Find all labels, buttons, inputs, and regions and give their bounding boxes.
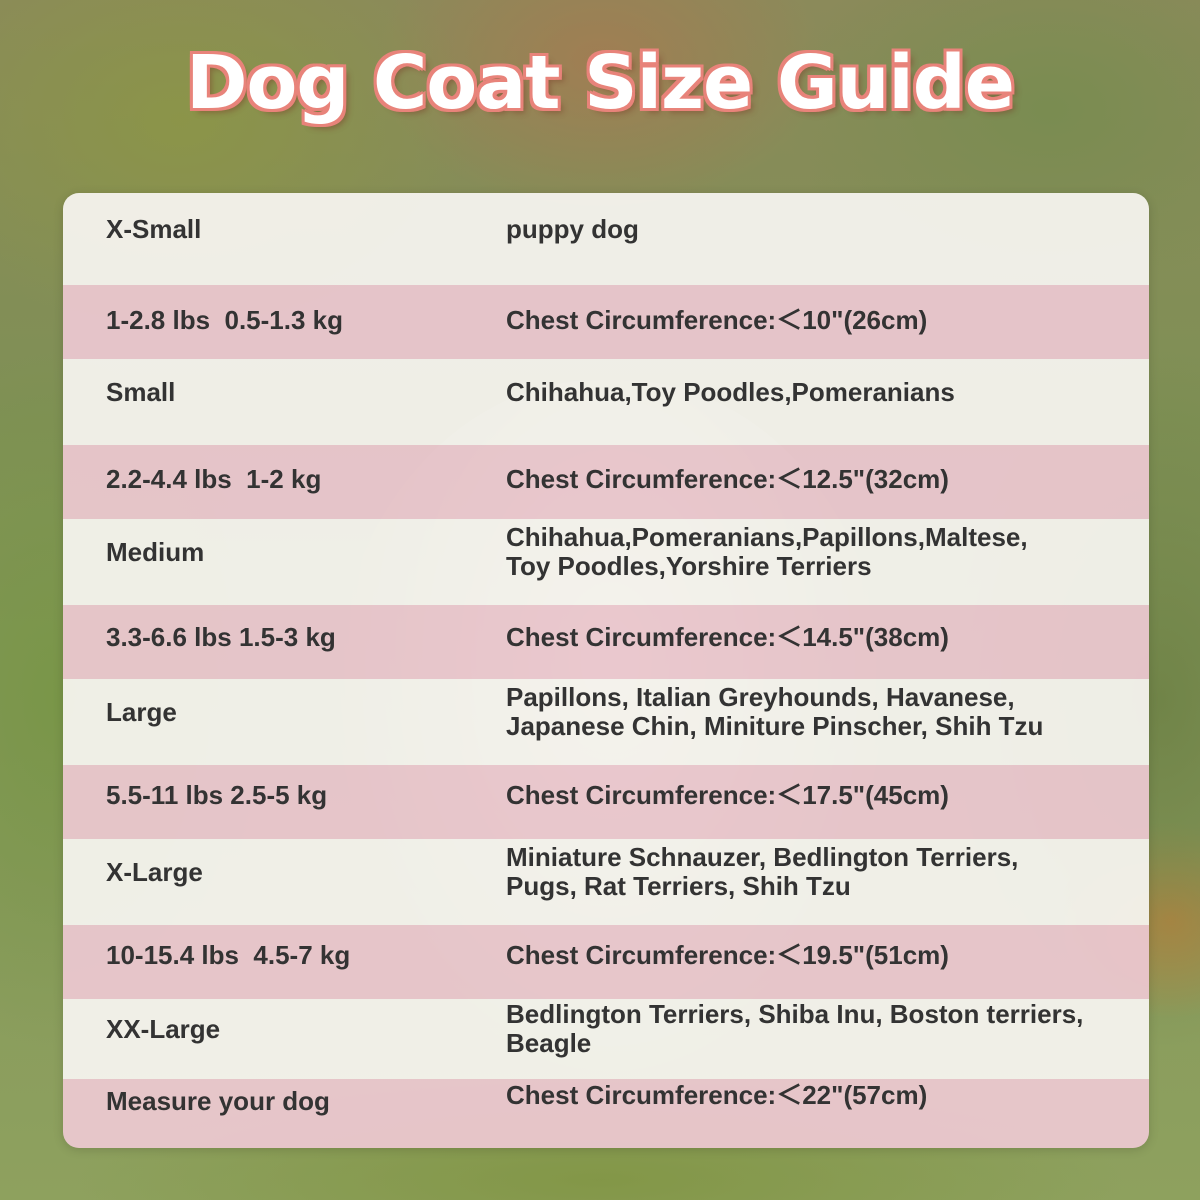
size-description: Miniature Schnauzer, Bedlington Terriers… <box>506 843 1136 901</box>
table-row: 3.3-6.6 lbs 1.5-3 kg Chest Circumference:… <box>63 605 1149 679</box>
size-label: XX-Large <box>106 1014 221 1044</box>
description-line: Bedlington Terriers, Shiba Inu, Boston t… <box>506 999 1084 1029</box>
table-row: XX-Large Bedlington Terriers, Shiba Inu, … <box>63 999 1149 1079</box>
size-description: Chest Circumference:＜19.5"(51cm) <box>506 939 1136 970</box>
description-line: puppy dog <box>506 213 639 244</box>
page-title: Dog Coat Size Guide <box>186 40 1015 126</box>
size-label: 3.3-6.6 lbs 1.5-3 kg <box>106 622 336 652</box>
size-label: Medium <box>106 537 205 567</box>
table-row: Large Papillons, Italian Greyhounds, Hava… <box>63 679 1149 765</box>
description-line: Pugs, Rat Terriers, Shih Tzu <box>506 871 851 901</box>
description-line: Miniature Schnauzer, Bedlington Terriers… <box>506 842 1019 872</box>
description-line: Chihahua,Pomeranians,Papillons,Maltese, <box>506 522 1028 552</box>
size-label: X-Small <box>106 214 202 244</box>
description-line: Papillons, Italian Greyhounds, Havanese, <box>506 682 1015 712</box>
table-row: 5.5-11 lbs 2.5-5 kg Chest Circumference:＜… <box>63 765 1149 839</box>
size-description: Chest Circumference:＜12.5"(32cm) <box>506 463 1136 494</box>
size-label: Measure your dog <box>106 1085 330 1116</box>
description-line: Chest Circumference:＜10"(26cm) <box>506 304 928 335</box>
description-line: Chihahua,Toy Poodles,Pomeranians <box>506 376 955 407</box>
description-line: Japanese Chin, Miniture Pinscher, Shih T… <box>506 711 1044 741</box>
size-description: Chest Circumference:＜14.5"(38cm) <box>506 621 1136 652</box>
table-row: Measure your dog Chest Circumference:＜22"… <box>63 1079 1149 1148</box>
size-label: 2.2-4.4 lbs 1-2 kg <box>106 464 322 494</box>
size-label: Large <box>106 697 177 727</box>
description-line: Chest Circumference:＜22"(57cm) <box>506 1080 928 1110</box>
description-line: Chest Circumference:＜17.5"(45cm) <box>506 779 949 810</box>
size-table: X-Small puppy dog 1-2.8 lbs 0.5-1.3 kg Ches… <box>63 193 1149 1148</box>
table-row: 10-15.4 lbs 4.5-7 kg Chest Circumference:… <box>63 925 1149 999</box>
description-line: Beagle <box>506 1028 592 1058</box>
size-label: X-Large <box>106 857 203 887</box>
description-line: Chest Circumference:＜19.5"(51cm) <box>506 939 949 970</box>
description-line: Chest Circumference:＜14.5"(38cm) <box>506 621 949 652</box>
size-label: 10-15.4 lbs 4.5-7 kg <box>106 940 351 970</box>
description-line: Chest Circumference:＜12.5"(32cm) <box>506 463 949 494</box>
table-row: X-Small puppy dog <box>63 193 1149 285</box>
size-label: Small <box>106 377 176 407</box>
table-row: 2.2-4.4 lbs 1-2 kg Chest Circumference:＜1… <box>63 445 1149 519</box>
table-row: X-Large Miniature Schnauzer, Bedlington T… <box>63 839 1149 925</box>
description-line: Toy Poodles,Yorshire Terriers <box>506 551 872 581</box>
size-description: Bedlington Terriers, Shiba Inu, Boston t… <box>506 1000 1136 1058</box>
size-description: Chest Circumference:＜17.5"(45cm) <box>506 779 1136 810</box>
size-label: 1-2.8 lbs 0.5-1.3 kg <box>106 305 344 335</box>
size-description: Chihahua,Toy Poodles,Pomeranians <box>506 376 1136 407</box>
size-label: 5.5-11 lbs 2.5-5 kg <box>106 780 328 810</box>
size-description: puppy dog <box>506 213 1136 244</box>
size-description: Chest Circumference:＜10"(26cm) <box>506 304 1136 335</box>
size-description: Chihahua,Pomeranians,Papillons,Maltese, T… <box>506 523 1136 581</box>
table-row: Medium Chihahua,Pomeranians,Papillons,Mal… <box>63 519 1149 605</box>
size-description: Papillons, Italian Greyhounds, Havanese,… <box>506 683 1136 741</box>
table-row: 1-2.8 lbs 0.5-1.3 kg Chest Circumference:… <box>63 285 1149 359</box>
size-description: Chest Circumference:＜22"(57cm) <box>506 1081 1136 1110</box>
table-row: Small Chihahua,Toy Poodles,Pomeranians <box>63 359 1149 445</box>
